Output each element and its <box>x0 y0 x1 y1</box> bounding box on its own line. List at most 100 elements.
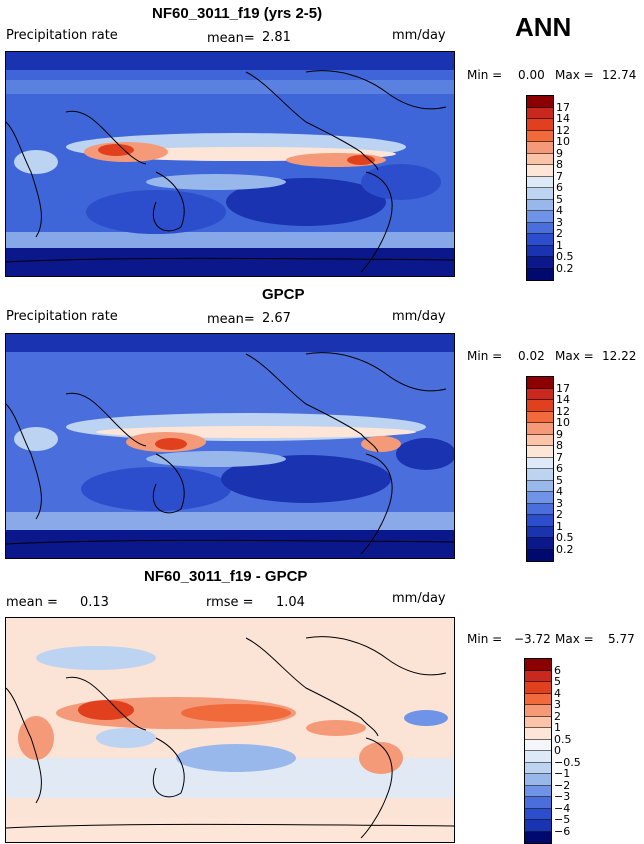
panel3-map-coastlines <box>6 636 454 839</box>
panel1-max-label: Max = <box>555 68 594 82</box>
colorbar-tick-label: 6 <box>554 663 561 677</box>
colorbar-swatch <box>527 434 553 446</box>
colorbar-tick-label: 0 <box>554 744 561 757</box>
panel2-colorbar <box>526 376 554 562</box>
panel3-map-positive-max-central <box>181 704 291 722</box>
panel2-map-dry-zone-indian <box>81 467 231 511</box>
panel1-mean-label: mean= <box>207 31 255 46</box>
colorbar-swatch <box>525 739 551 751</box>
colorbar-tick-label: 8 <box>556 158 563 171</box>
colorbar-tick-label: −3 <box>554 790 571 803</box>
colorbar-tick-label: 2 <box>556 508 563 521</box>
panel1-map-rain-max-west <box>98 144 134 156</box>
colorbar-swatch <box>527 142 553 154</box>
colorbar-tick-label: 3 <box>556 496 563 510</box>
colorbar-tick-label: 6 <box>556 181 563 194</box>
panel2-variable-label: Precipitation rate <box>6 309 118 324</box>
panel2-max-label: Max = <box>555 349 594 363</box>
panel1-map-dry-zone-pacific <box>226 178 386 226</box>
colorbar-swatch <box>525 808 551 820</box>
panel1-max-value: 12.74 <box>602 68 637 82</box>
colorbar-swatch <box>527 423 553 435</box>
panel1-colorbar <box>526 95 554 281</box>
colorbar-swatch <box>527 234 553 246</box>
colorbar-tick-label: 7 <box>556 169 563 183</box>
colorbar-tick-label: 6 <box>556 462 563 475</box>
colorbar-swatch <box>525 820 551 832</box>
colorbar-tick-label: 5 <box>556 192 563 206</box>
panel2-mean-label: mean= <box>207 312 255 327</box>
colorbar-tick-label: 2 <box>554 709 561 723</box>
panel2-map-africa-rain <box>14 427 58 451</box>
colorbar-tick-label: −6 <box>554 824 571 838</box>
panel2-map-antarctic-band <box>6 530 454 558</box>
colorbar-swatch <box>527 165 553 177</box>
colorbar-tick-label: 5 <box>554 675 561 688</box>
colorbar-swatch <box>527 245 553 257</box>
colorbar-swatch <box>525 774 551 786</box>
panel3-map-indian-negative <box>96 728 156 748</box>
colorbar-swatch <box>525 831 551 843</box>
colorbar-swatch <box>527 388 553 400</box>
colorbar-swatch <box>527 400 553 412</box>
colorbar-swatch <box>527 211 553 223</box>
panel3-map-asia-negative <box>36 646 156 670</box>
panel2-map-coastlines <box>6 352 454 555</box>
colorbar-swatch <box>527 119 553 131</box>
colorbar-swatch <box>527 176 553 188</box>
colorbar-tick-label: 14 <box>556 112 570 125</box>
panel3-rmse-value: 1.04 <box>276 595 305 610</box>
colorbar-swatch <box>525 797 551 809</box>
panel3-title: NF60_3011_f19 - GPCP <box>144 568 308 585</box>
colorbar-tick-label: −4 <box>554 801 571 815</box>
panel2-mean-value: 2.67 <box>262 311 291 326</box>
colorbar-tick-label: 14 <box>556 393 570 406</box>
colorbar-swatch <box>525 785 551 797</box>
panel3-mean-value: 0.13 <box>80 595 109 610</box>
panel1-map <box>5 51 455 277</box>
colorbar-swatch <box>525 705 551 717</box>
colorbar-swatch <box>525 762 551 774</box>
panel1-min-value: 0.00 <box>518 68 545 82</box>
panel3-rmse-label: rmse = <box>206 595 254 610</box>
colorbar-swatch <box>525 682 551 694</box>
colorbar-tick-label: 3 <box>554 698 561 711</box>
colorbar-tick-label: 0.2 <box>556 261 574 275</box>
colorbar-tick-label: 12 <box>556 404 570 418</box>
panel3-max-value: 5.77 <box>608 632 635 646</box>
panel3-units: mm/day <box>392 591 446 606</box>
colorbar-tick-label: 4 <box>556 485 563 498</box>
panel2-map-dry-zone-pacific <box>221 455 391 503</box>
panel1-mean-value: 2.81 <box>262 30 291 45</box>
colorbar-swatch <box>527 526 553 538</box>
colorbar-swatch <box>527 446 553 458</box>
panel1-units: mm/day <box>392 28 446 43</box>
colorbar-swatch <box>527 222 553 234</box>
colorbar-tick-label: 10 <box>556 416 570 429</box>
colorbar-swatch <box>525 716 551 728</box>
colorbar-swatch <box>527 503 553 515</box>
colorbar-swatch <box>525 659 551 671</box>
panel3-colorbar <box>524 658 552 844</box>
colorbar-swatch <box>527 480 553 492</box>
colorbar-swatch <box>525 670 551 682</box>
colorbar-swatch <box>527 377 553 389</box>
panel3-map <box>5 617 455 843</box>
panel1-map-africa-rain <box>14 150 58 174</box>
panel2-min-value: 0.02 <box>518 349 545 363</box>
panel2-units: mm/day <box>392 309 446 324</box>
panel2-min-label: Min = <box>467 349 503 363</box>
colorbar-tick-label: 17 <box>556 381 570 395</box>
colorbar-tick-label: 0.5 <box>556 531 574 544</box>
panel3-map-south-pacific-negative <box>176 744 296 772</box>
panel3-map-atlantic-negative <box>404 710 448 726</box>
panel1-min-label: Min = <box>467 68 503 82</box>
colorbar-tick-label: −2 <box>554 778 571 792</box>
colorbar-swatch <box>527 469 553 481</box>
colorbar-swatch <box>527 188 553 200</box>
colorbar-tick-label: −1 <box>554 767 571 780</box>
panel2-map-dry-zone-atlantic <box>396 438 454 470</box>
colorbar-swatch <box>527 411 553 423</box>
colorbar-tick-label: 0.5 <box>556 250 574 263</box>
panel2-map <box>5 333 455 559</box>
